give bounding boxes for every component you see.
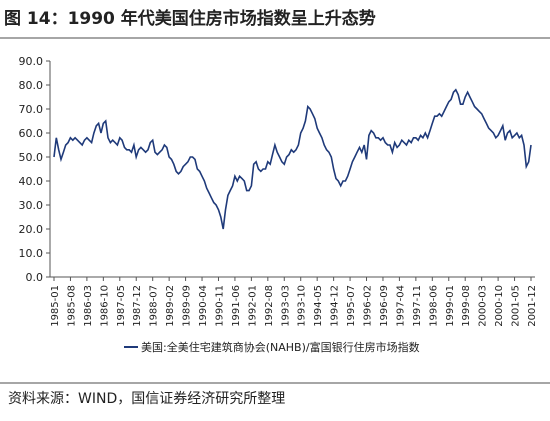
x-tick-label: 1985-08 [66, 285, 77, 327]
x-tick-label: 1985-01 [50, 285, 61, 327]
legend-label: 美国:全美住宅建筑商协会(NAHB)/富国银行住房市场指数 [141, 340, 420, 354]
y-tick-label: 10.0 [19, 247, 44, 260]
x-tick-label: 1990-04 [198, 285, 209, 327]
y-tick-label: 80.0 [19, 79, 44, 92]
x-tick-label: 1993-03 [280, 285, 291, 327]
x-tick-label: 2000-10 [494, 285, 505, 327]
x-tick-label: 1996-02 [363, 285, 374, 327]
x-tick-label: 2000-03 [478, 285, 489, 327]
y-tick-label: 90.0 [19, 55, 44, 68]
source-note: 资料来源：WIND，国信证券经济研究所整理 [8, 391, 285, 407]
x-tick-label: 1986-10 [99, 285, 110, 327]
x-tick-label: 1986-03 [83, 285, 94, 327]
x-tick-label: 1993-10 [297, 285, 308, 327]
x-tick-label: 1997-11 [412, 285, 423, 327]
x-tick-label: 1991-06 [231, 285, 242, 327]
x-tick-label: 1987-05 [116, 285, 127, 327]
x-tick-label: 1990-11 [214, 285, 225, 327]
x-tick-label: 1987-12 [132, 285, 143, 327]
chart-title: 图 14：1990 年代美国住房市场指数呈上升态势 [4, 8, 376, 29]
x-tick-label: 1992-01 [247, 285, 258, 327]
x-tick-label: 1995-07 [346, 285, 357, 327]
y-tick-label: 40.0 [19, 175, 44, 188]
x-tick-label: 1989-02 [165, 285, 176, 327]
y-tick-label: 20.0 [19, 223, 44, 236]
x-tick-label: 1999-08 [461, 285, 472, 327]
x-tick-label: 2001-05 [511, 285, 522, 327]
y-tick-label: 50.0 [19, 151, 44, 164]
x-tick-label: 1994-12 [330, 285, 341, 327]
y-tick-label: 30.0 [19, 199, 44, 212]
x-tick-label: 1989-09 [182, 285, 193, 327]
series-line [53, 88, 532, 230]
x-tick-label: 1997-04 [395, 285, 406, 327]
x-tick-label: 1996-09 [379, 285, 390, 327]
x-tick-label: 1988-07 [149, 285, 160, 327]
x-tick-label: 1999-01 [445, 285, 456, 327]
x-tick-label: 1992-08 [264, 285, 275, 327]
x-tick-label: 1998-06 [428, 285, 439, 327]
x-tick-label: 2001-12 [527, 285, 538, 327]
y-tick-label: 0.0 [26, 271, 44, 284]
y-tick-label: 70.0 [19, 103, 44, 116]
y-tick-label: 60.0 [19, 127, 44, 140]
x-tick-label: 1994-05 [313, 285, 324, 327]
